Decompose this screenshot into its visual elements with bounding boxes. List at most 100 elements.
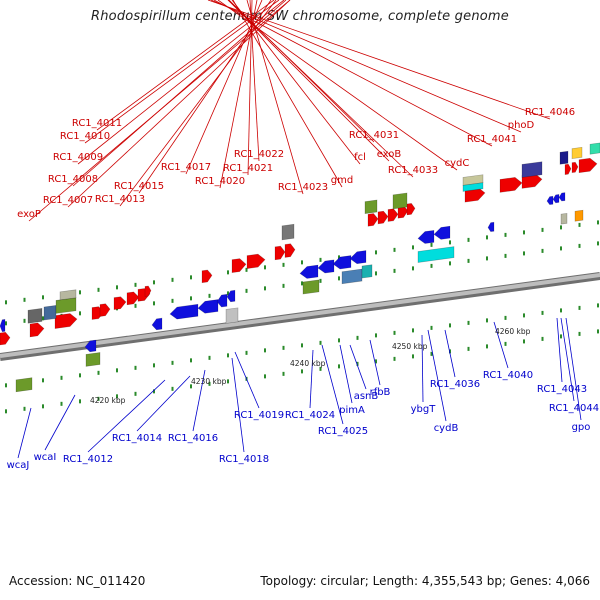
leader-line xyxy=(217,0,458,171)
tick-dot xyxy=(430,242,433,247)
forward-gene xyxy=(499,177,523,193)
tick-dot xyxy=(116,394,118,399)
forward-gene xyxy=(29,322,45,338)
leader-line xyxy=(565,317,582,421)
tick-dot xyxy=(560,334,562,339)
tick-dot xyxy=(319,278,322,283)
gene-label: cydB xyxy=(434,423,459,434)
leader-line xyxy=(192,369,206,432)
tick-dot xyxy=(578,222,581,227)
tick-dot xyxy=(578,331,581,336)
tick-dot xyxy=(486,256,488,261)
gene-label: RC1_4008 xyxy=(48,174,98,185)
feature-box xyxy=(302,279,320,295)
tick-dot xyxy=(523,230,525,235)
tick-dot xyxy=(190,275,192,280)
forward-gene xyxy=(0,331,11,346)
tick-dot xyxy=(227,270,229,275)
tick-dot xyxy=(467,346,470,351)
forward-gene xyxy=(564,163,572,175)
tick-dot xyxy=(245,350,248,355)
tick-dot xyxy=(541,248,544,253)
tick-dot xyxy=(504,341,507,346)
tick-dot xyxy=(430,263,433,268)
tick-dot xyxy=(264,286,266,291)
genome-summary-text: Topology: circular; Length: 4,355,543 bp… xyxy=(260,574,590,588)
tick-dot xyxy=(208,293,211,298)
gene-label: gmd xyxy=(331,175,353,186)
feature-box xyxy=(281,223,295,241)
tick-dot xyxy=(5,383,7,388)
gene-label: RC1_4036 xyxy=(430,379,480,390)
tick-dot xyxy=(523,251,525,256)
tick-dot xyxy=(412,245,414,250)
tick-dot xyxy=(153,389,155,394)
feature-box xyxy=(521,161,543,178)
reverse-gene xyxy=(151,317,163,331)
tick-dot xyxy=(375,271,377,276)
reverse-gene xyxy=(169,303,199,320)
leader-line xyxy=(210,0,522,133)
tick-dot xyxy=(97,370,100,375)
gene-label: RC1_4033 xyxy=(388,165,438,176)
tick-dot xyxy=(393,247,396,252)
tick-dot xyxy=(319,340,322,345)
forward-gene xyxy=(113,296,127,310)
tick-dot xyxy=(338,338,340,343)
gene-label: RC1_4040 xyxy=(483,370,533,381)
map-title: Rhodospirillum centenum SW chromosome, c… xyxy=(91,9,509,24)
feature-box xyxy=(364,199,378,214)
tick-dot xyxy=(356,361,359,366)
tick-dot xyxy=(245,288,248,293)
reverse-gene xyxy=(84,339,97,353)
leader-line xyxy=(234,351,260,409)
tick-dot xyxy=(449,349,451,354)
gene-label: exoB xyxy=(377,149,402,160)
accession-text: Accession: NC_011420 xyxy=(9,574,146,588)
feature-box xyxy=(59,289,77,301)
tick-dot xyxy=(338,255,340,260)
gene-label: pimA xyxy=(339,405,365,416)
feature-box xyxy=(417,246,455,263)
position-label: 4250 kbp xyxy=(392,342,428,351)
tick-dot xyxy=(171,298,174,303)
leader-line xyxy=(321,344,344,425)
tick-dot xyxy=(282,283,285,288)
gene-label: RC1_4015 xyxy=(114,181,164,192)
tick-dot xyxy=(560,225,562,230)
leader-line xyxy=(560,317,575,402)
tick-dot xyxy=(190,384,192,389)
tick-dot xyxy=(467,320,470,325)
tick-dot xyxy=(116,285,118,290)
tick-dot xyxy=(23,318,26,323)
tick-dot xyxy=(486,318,488,323)
tick-dot xyxy=(264,374,266,379)
tick-dot xyxy=(393,330,396,335)
tick-dot xyxy=(227,353,229,358)
feature-box xyxy=(589,142,600,155)
leader-line xyxy=(136,375,191,432)
tick-dot xyxy=(560,308,562,313)
position-label: 4260 kbp xyxy=(495,327,531,336)
forward-gene xyxy=(284,243,296,258)
tick-dot xyxy=(301,369,303,374)
tick-dot xyxy=(486,235,488,240)
forward-gene xyxy=(377,210,389,225)
leader-line xyxy=(349,344,367,390)
gene-label: asnB xyxy=(354,391,379,402)
gene-label: RC1_4021 xyxy=(223,163,273,174)
forward-gene xyxy=(387,208,399,222)
leader-line xyxy=(231,357,245,453)
leader-line xyxy=(87,379,166,453)
forward-gene xyxy=(246,253,266,269)
tick-dot xyxy=(42,378,44,383)
tick-dot xyxy=(338,276,340,281)
gene-label: RC1_4012 xyxy=(63,454,113,465)
tick-dot xyxy=(597,303,599,308)
tick-dot xyxy=(97,287,100,292)
tick-dot xyxy=(597,220,599,225)
tick-dot xyxy=(42,295,44,300)
tick-dot xyxy=(523,313,525,318)
tick-dot xyxy=(134,303,137,308)
